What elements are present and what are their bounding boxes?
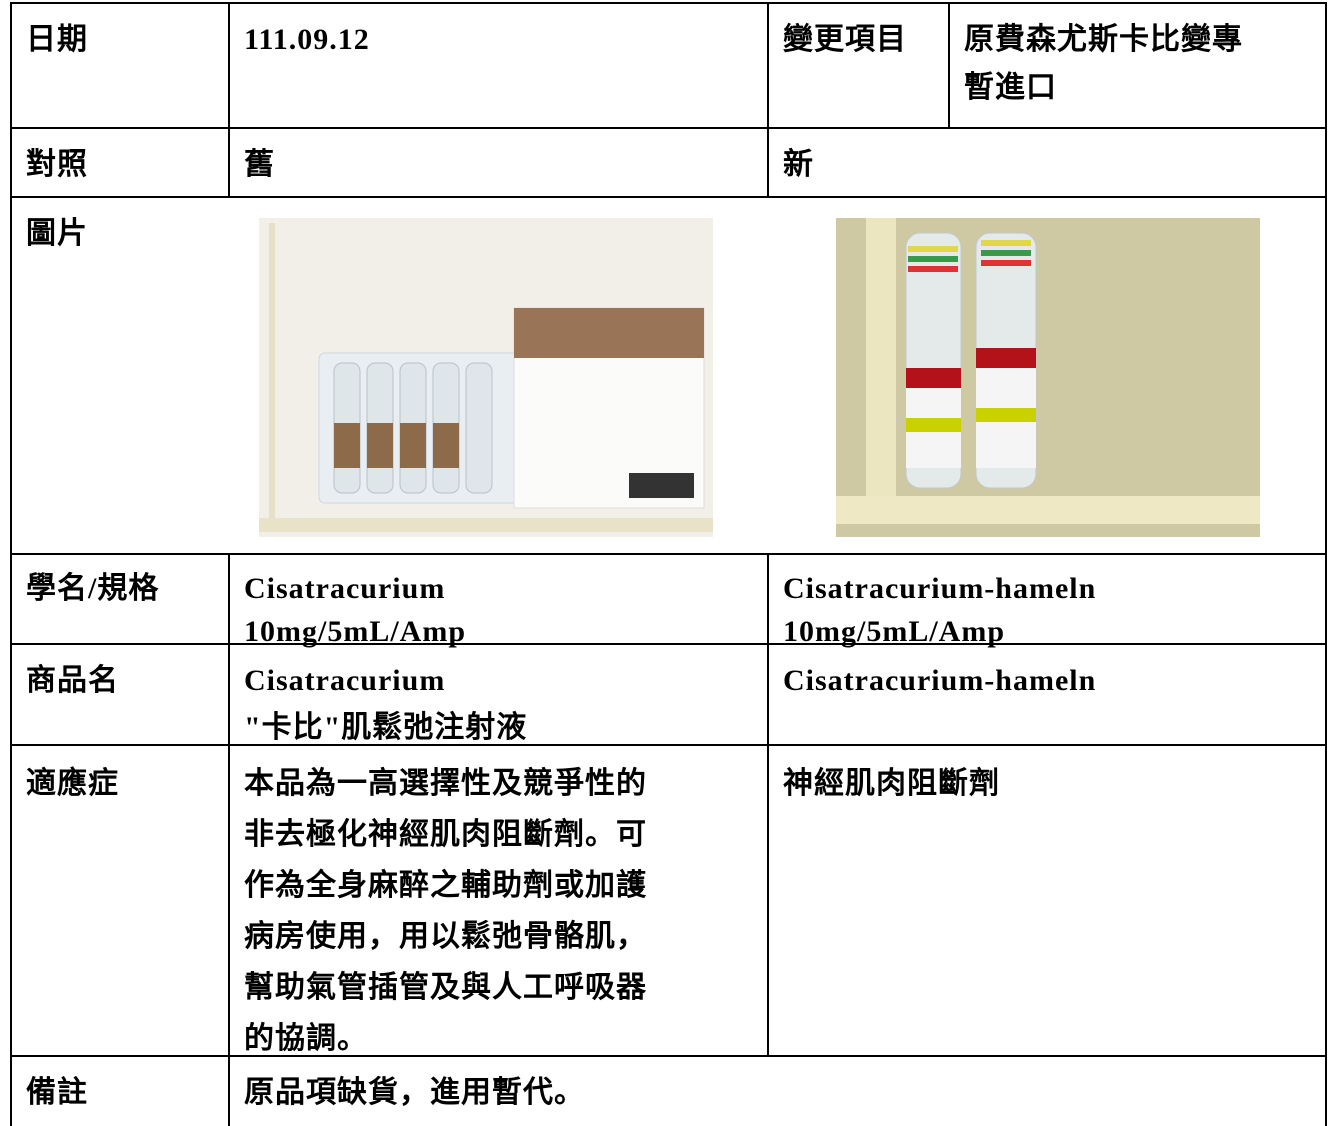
table-cell: 原費森尤斯卡比變專 暫進口 (948, 2, 1327, 127)
table-cell: 適應症 (10, 744, 228, 1055)
cell-text: 神經肌肉阻斷劑 (783, 767, 1000, 800)
cell-text: 的協調。 (244, 1022, 368, 1055)
cell-text: 幫助氣管插管及與人工呼吸器 (244, 971, 647, 1004)
cell-text: Cisatracurium-hameln (783, 572, 1097, 605)
cell-text: 日期 (26, 23, 88, 56)
cell-text: 作為全身麻醉之輔助劑或加護 (244, 869, 647, 902)
cell-text: 病房使用，用以鬆弛骨骼肌， (244, 920, 647, 953)
new-product-photo (836, 218, 1260, 537)
cell-text: 原品項缺貨，進用暫代。 (244, 1076, 585, 1109)
cell-text: 暫進口 (964, 71, 1057, 104)
table-cell: 變更項目 (767, 2, 948, 127)
table-cell: 神經肌肉阻斷劑 (767, 744, 1327, 1055)
table-cell: 新 (767, 127, 1327, 196)
table-cell: Cisatracurium 10mg/5mL/Amp (228, 553, 767, 648)
cell-text: 新 (783, 148, 814, 181)
table-cell: 對照 (10, 127, 228, 196)
cell-text: 原費森尤斯卡比變專 (964, 23, 1243, 56)
cell-text: 本品為一高選擇性及競爭性的 (244, 767, 647, 800)
cell-text: 非去極化神經肌肉阻斷劑。可 (244, 818, 647, 851)
table-cell: Cisatracurium-hameln (767, 643, 1327, 744)
cell-text: 學名/規格 (26, 572, 160, 605)
cell-text: 對照 (26, 148, 88, 181)
table-cell: 學名/規格 (10, 553, 228, 643)
cell-text: Cisatracurium (244, 572, 446, 605)
cell-text: Cisatracurium (244, 664, 446, 697)
table-cell: 舊 (228, 127, 767, 196)
table-cell: 日期 (10, 2, 228, 127)
cell-text: 商品名 (26, 664, 119, 697)
table-cell: 111.09.12 (228, 2, 767, 127)
cell-text: 10mg/5mL/Amp (244, 615, 466, 648)
table-cell: 商品名 (10, 643, 228, 744)
table-cell: 圖片 (10, 196, 1327, 553)
cell-text: 備註 (26, 1076, 88, 1109)
cell-text: 變更項目 (783, 23, 907, 56)
table-cell: 本品為一高選擇性及競爭性的 非去極化神經肌肉阻斷劑。可 作為全身麻醉之輔助劑或加護病… (228, 744, 767, 1055)
cell-text: Cisatracurium-hameln (783, 664, 1097, 697)
cell-text: 舊 (244, 148, 275, 181)
table-cell: Cisatracurium "卡比"肌鬆弛注射液 (228, 643, 767, 744)
cell-text: 適應症 (26, 767, 119, 800)
table-cell: 原品項缺貨，進用暫代。 (228, 1055, 1327, 1126)
cell-text: 10mg/5mL/Amp (783, 615, 1005, 648)
cell-text: 111.09.12 (244, 23, 370, 56)
table-cell: Cisatracurium-hameln 10mg/5mL/Amp (767, 553, 1327, 648)
cell-text: "卡比"肌鬆弛注射液 (244, 711, 528, 744)
cell-text: 圖片 (26, 217, 88, 250)
old-product-photo (259, 218, 713, 537)
table-cell: 備註 (10, 1055, 228, 1126)
